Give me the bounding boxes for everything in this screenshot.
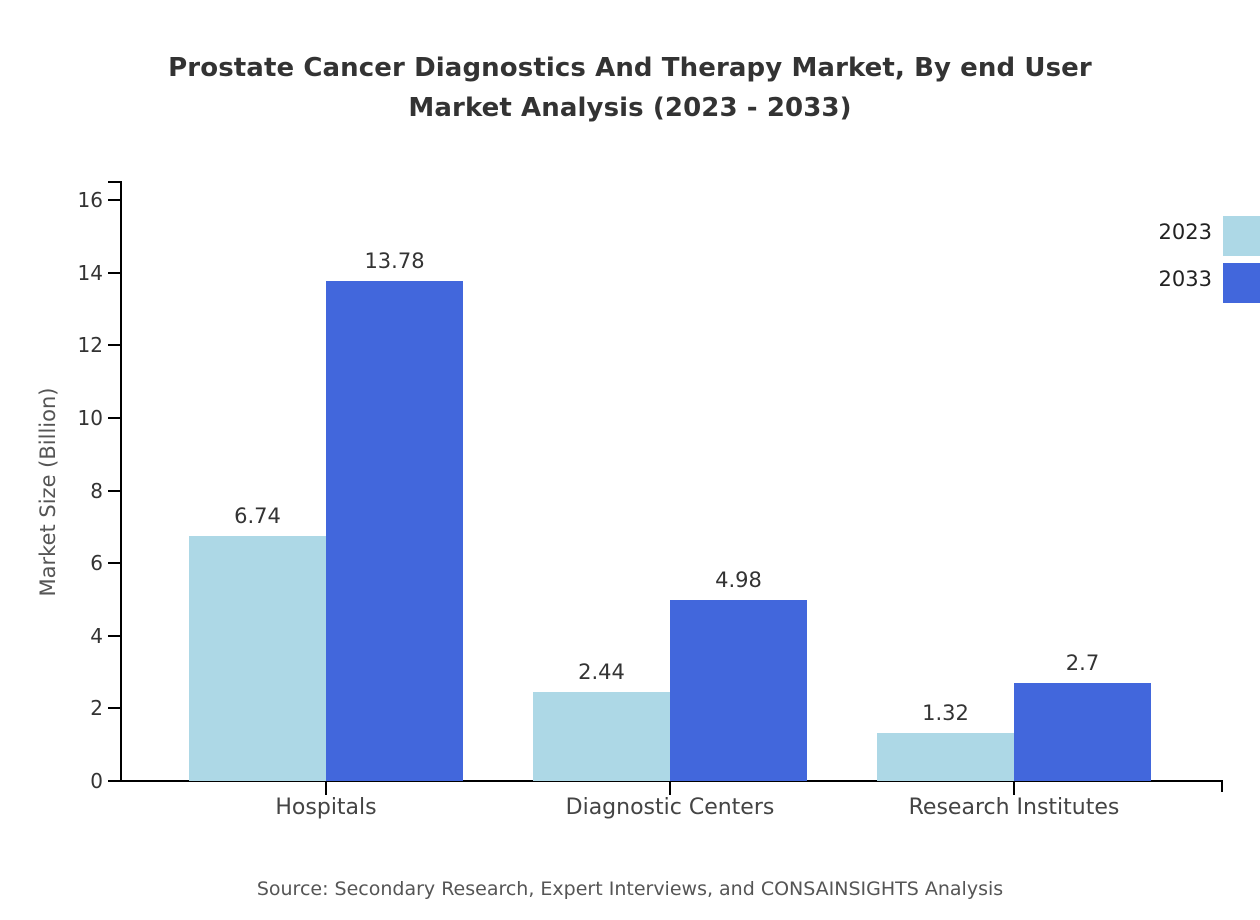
bar-2033-research-institutes[interactable] xyxy=(1014,682,1151,781)
bar-value-label: 2.7 xyxy=(1065,650,1100,675)
y-axis-tick-label: 8 xyxy=(90,478,103,503)
bar-value-label: 13.78 xyxy=(364,248,425,273)
y-axis-tick-label: 4 xyxy=(90,623,103,648)
chart-legend: 2023 2033 xyxy=(1100,216,1260,310)
chart-title-line-1: Prostate Cancer Diagnostics And Therapy … xyxy=(168,53,1092,83)
x-axis-line xyxy=(120,780,1223,782)
legend-label-2023: 2023 xyxy=(1158,220,1212,244)
x-axis-category-label: Hospitals xyxy=(275,795,377,820)
x-axis-tick xyxy=(325,782,327,795)
legend-item-2023[interactable]: 2023 xyxy=(1100,216,1260,263)
bar-value-label: 4.98 xyxy=(715,568,762,593)
page-title: Prostate Cancer Diagnostics And Therapy … xyxy=(0,48,1260,128)
x-axis-end-cap xyxy=(1221,780,1223,792)
x-axis-category-label: Diagnostic Centers xyxy=(565,795,775,820)
legend-label-2033: 2033 xyxy=(1158,267,1212,291)
y-axis-top-cap xyxy=(108,181,122,183)
legend-item-2033[interactable]: 2033 xyxy=(1100,263,1260,310)
chart-title-line-2: Market Analysis (2023 - 2033) xyxy=(408,93,852,123)
bar-value-label: 1.32 xyxy=(922,701,969,726)
y-axis-tick-label: 16 xyxy=(77,188,103,212)
y-axis-tick-label: 10 xyxy=(77,405,103,430)
bar-value-label: 2.44 xyxy=(578,660,625,685)
y-axis-line xyxy=(120,181,122,782)
y-axis-tick-label: 6 xyxy=(90,551,103,576)
y-axis-tick xyxy=(108,634,122,637)
y-axis-tick xyxy=(108,562,122,565)
y-axis-tick xyxy=(108,780,122,782)
y-axis-tick xyxy=(108,489,122,492)
y-axis-tick xyxy=(108,271,122,274)
legend-swatch-2033 xyxy=(1223,263,1260,303)
source-note: Source: Secondary Research, Expert Inter… xyxy=(256,878,1004,900)
y-axis-tick-label: 0 xyxy=(90,769,103,793)
y-axis-tick xyxy=(108,199,122,201)
bar-2023-research-institutes[interactable] xyxy=(877,733,1014,781)
bar-value-label: 6.74 xyxy=(234,504,281,529)
bar-2023-hospitals[interactable] xyxy=(189,536,326,781)
y-axis-tick xyxy=(108,707,122,710)
x-axis-category-label: Research Institutes xyxy=(908,795,1120,820)
y-axis-tick xyxy=(108,416,122,419)
bar-2023-diagnostic-centers[interactable] xyxy=(533,692,670,781)
x-axis-tick xyxy=(669,782,671,795)
x-axis-tick xyxy=(1013,782,1015,795)
legend-swatch-2023 xyxy=(1223,216,1260,256)
y-axis-tick-label: 14 xyxy=(77,260,103,285)
y-axis-tick-label: 2 xyxy=(90,696,103,721)
bar-2033-diagnostic-centers[interactable] xyxy=(670,600,807,781)
y-axis-tick-label: 12 xyxy=(77,333,103,358)
bars-layer: 6.74 2.44 1.32 13.78 4.98 2.7 xyxy=(189,248,1151,781)
y-axis-tick xyxy=(108,344,122,347)
bar-2033-hospitals[interactable] xyxy=(326,280,463,781)
